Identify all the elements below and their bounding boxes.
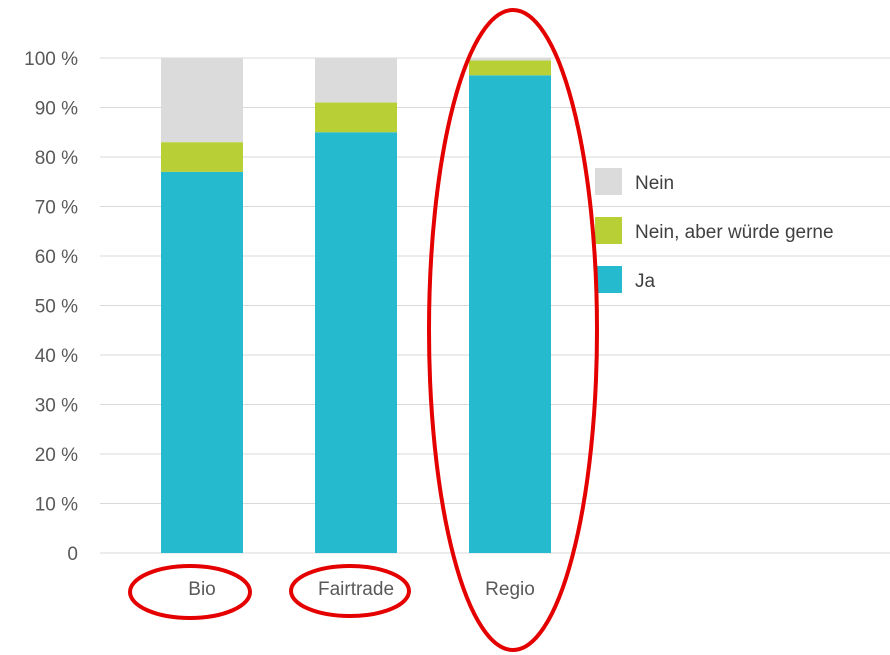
- y-tick-label: 20 %: [35, 445, 78, 466]
- legend-swatch-nein: [595, 168, 622, 195]
- x-axis-ticks: Bio Fairtrade Regio: [188, 579, 535, 600]
- legend-label-nein-aber-wurde-gerne: Nein, aber würde gerne: [635, 222, 834, 243]
- annotation-circle-bio: [128, 564, 252, 620]
- y-tick-label: 0: [67, 544, 78, 565]
- y-axis-ticks: 0 10 % 20 % 30 % 40 % 50 % 60 % 70 % 80 % 90 % 100…: [24, 49, 78, 565]
- legend-swatch-ja: [595, 266, 622, 293]
- bar-regio-ja: [469, 75, 551, 553]
- y-tick-label: 70 %: [35, 198, 78, 219]
- y-tick-label: 100 %: [24, 49, 78, 70]
- bars: [161, 58, 551, 553]
- legend: Nein Nein, aber würde gerne Ja: [595, 168, 834, 293]
- legend-label-ja: Ja: [635, 271, 656, 292]
- legend-label-nein: Nein: [635, 173, 674, 194]
- bar-bio-nein-aber-wurde-gerne: [161, 142, 243, 172]
- x-tick-label-regio: Regio: [485, 579, 535, 600]
- y-tick-label: 50 %: [35, 297, 78, 318]
- y-tick-label: 10 %: [35, 495, 78, 516]
- y-tick-label: 30 %: [35, 396, 78, 417]
- legend-swatch-nein-aber-wurde-gerne: [595, 217, 622, 244]
- bar-regio-nein-aber-wurde-gerne: [469, 60, 551, 76]
- annotation-circle-fairtrade: [289, 564, 411, 618]
- y-tick-label: 90 %: [35, 99, 78, 120]
- bar-bio-nein: [161, 58, 243, 143]
- annotation-circle-regio: [427, 8, 599, 652]
- bar-fairtrade-ja: [315, 132, 397, 553]
- x-tick-label-bio: Bio: [188, 579, 215, 600]
- y-tick-label: 40 %: [35, 346, 78, 367]
- y-tick-label: 80 %: [35, 148, 78, 169]
- bar-bio-ja: [161, 171, 243, 553]
- bar-fairtrade-nein-aber-wurde-gerne: [315, 102, 397, 133]
- y-tick-label: 60 %: [35, 247, 78, 268]
- x-tick-label-fairtrade: Fairtrade: [318, 579, 394, 600]
- bar-fairtrade-nein: [315, 58, 397, 103]
- bar-regio-nein: [469, 58, 551, 61]
- annotations: [128, 8, 599, 652]
